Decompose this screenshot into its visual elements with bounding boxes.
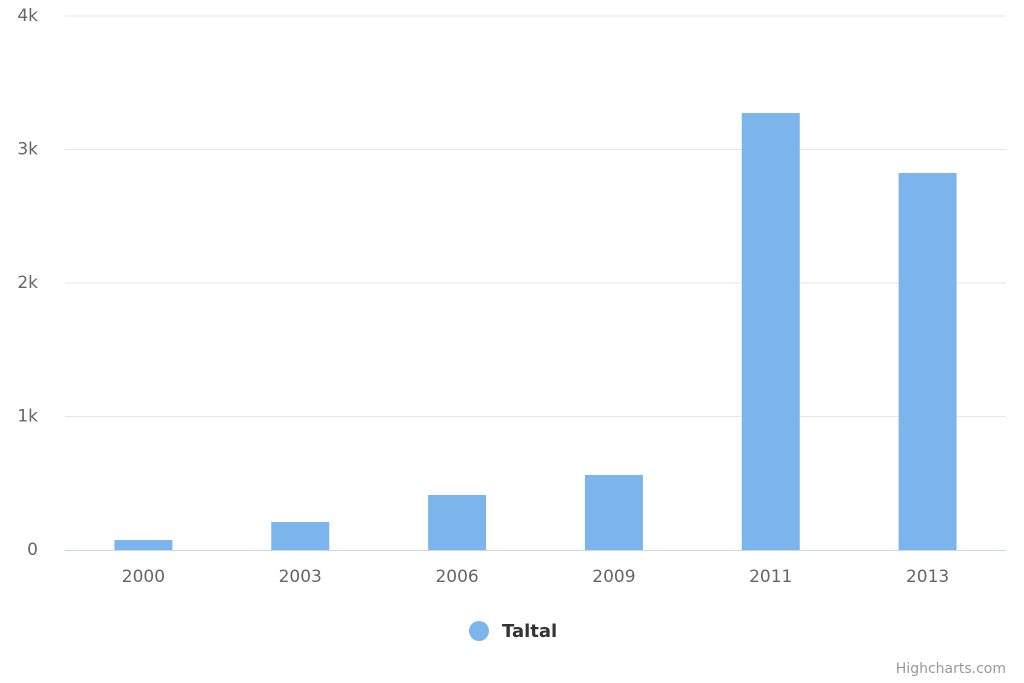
- x-tick-label: 2000: [122, 567, 165, 587]
- x-tick-label: 2009: [592, 567, 635, 587]
- y-tick-label: 2k: [17, 273, 38, 293]
- y-tick-label: 1k: [17, 407, 38, 427]
- y-tick-label: 0: [27, 540, 38, 560]
- legend-marker: [469, 621, 489, 641]
- bar: [428, 494, 487, 550]
- credits[interactable]: Highcharts.com: [896, 661, 1006, 677]
- x-tick-label: 2013: [906, 567, 949, 587]
- y-tick-label: 4k: [17, 6, 38, 26]
- bar: [741, 113, 800, 550]
- y-tick-label: 3k: [17, 140, 38, 160]
- x-tick-label: 2003: [279, 567, 322, 587]
- bar: [584, 474, 643, 550]
- x-tick-label: 2006: [435, 567, 478, 587]
- bar: [114, 539, 173, 550]
- legend-label[interactable]: Taltal: [502, 621, 557, 642]
- bar: [898, 172, 957, 550]
- bar: [271, 521, 330, 550]
- x-tick-label: 2011: [749, 567, 792, 587]
